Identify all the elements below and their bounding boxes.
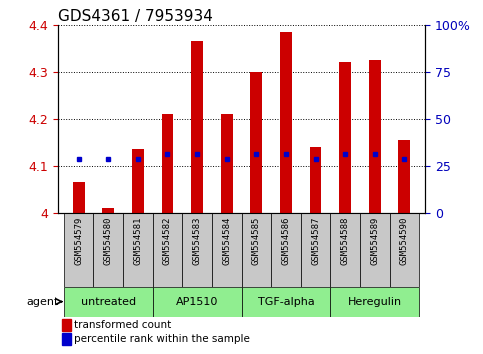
Text: Heregulin: Heregulin bbox=[348, 297, 402, 307]
Bar bbox=[64, 286, 153, 317]
Bar bbox=[162, 114, 173, 213]
Bar bbox=[62, 319, 71, 331]
Bar bbox=[64, 213, 94, 286]
Bar bbox=[398, 140, 410, 213]
Bar bbox=[250, 72, 262, 213]
Text: TGF-alpha: TGF-alpha bbox=[257, 297, 314, 307]
Text: AP1510: AP1510 bbox=[176, 297, 218, 307]
Bar bbox=[369, 60, 381, 213]
Bar bbox=[330, 213, 360, 286]
Text: GSM554580: GSM554580 bbox=[104, 216, 113, 265]
Bar bbox=[389, 213, 419, 286]
Bar bbox=[191, 41, 203, 213]
Bar bbox=[221, 114, 233, 213]
Bar bbox=[242, 213, 271, 286]
Bar bbox=[94, 213, 123, 286]
Text: GSM554588: GSM554588 bbox=[341, 216, 350, 265]
Text: GSM554585: GSM554585 bbox=[252, 216, 261, 265]
Bar bbox=[339, 62, 351, 213]
Text: agent: agent bbox=[26, 297, 58, 307]
Bar bbox=[310, 147, 321, 213]
Bar bbox=[242, 286, 330, 317]
Bar bbox=[62, 333, 71, 346]
Bar bbox=[212, 213, 242, 286]
Bar bbox=[301, 213, 330, 286]
Bar bbox=[153, 213, 182, 286]
Bar bbox=[102, 208, 114, 213]
Text: GDS4361 / 7953934: GDS4361 / 7953934 bbox=[58, 8, 213, 24]
Bar bbox=[271, 213, 301, 286]
Text: GSM554583: GSM554583 bbox=[193, 216, 201, 265]
Bar bbox=[182, 213, 212, 286]
Text: GSM554579: GSM554579 bbox=[74, 216, 83, 265]
Bar bbox=[360, 213, 389, 286]
Bar bbox=[153, 286, 242, 317]
Bar bbox=[132, 149, 144, 213]
Text: GSM554584: GSM554584 bbox=[222, 216, 231, 265]
Bar bbox=[73, 182, 85, 213]
Text: GSM554590: GSM554590 bbox=[400, 216, 409, 265]
Bar bbox=[330, 286, 419, 317]
Text: GSM554581: GSM554581 bbox=[133, 216, 142, 265]
Text: GSM554587: GSM554587 bbox=[311, 216, 320, 265]
Text: GSM554582: GSM554582 bbox=[163, 216, 172, 265]
Text: GSM554586: GSM554586 bbox=[282, 216, 290, 265]
Bar bbox=[280, 32, 292, 213]
Text: transformed count: transformed count bbox=[74, 320, 172, 330]
Text: untreated: untreated bbox=[81, 297, 136, 307]
Text: GSM554589: GSM554589 bbox=[370, 216, 379, 265]
Text: percentile rank within the sample: percentile rank within the sample bbox=[74, 334, 250, 344]
Bar bbox=[123, 213, 153, 286]
